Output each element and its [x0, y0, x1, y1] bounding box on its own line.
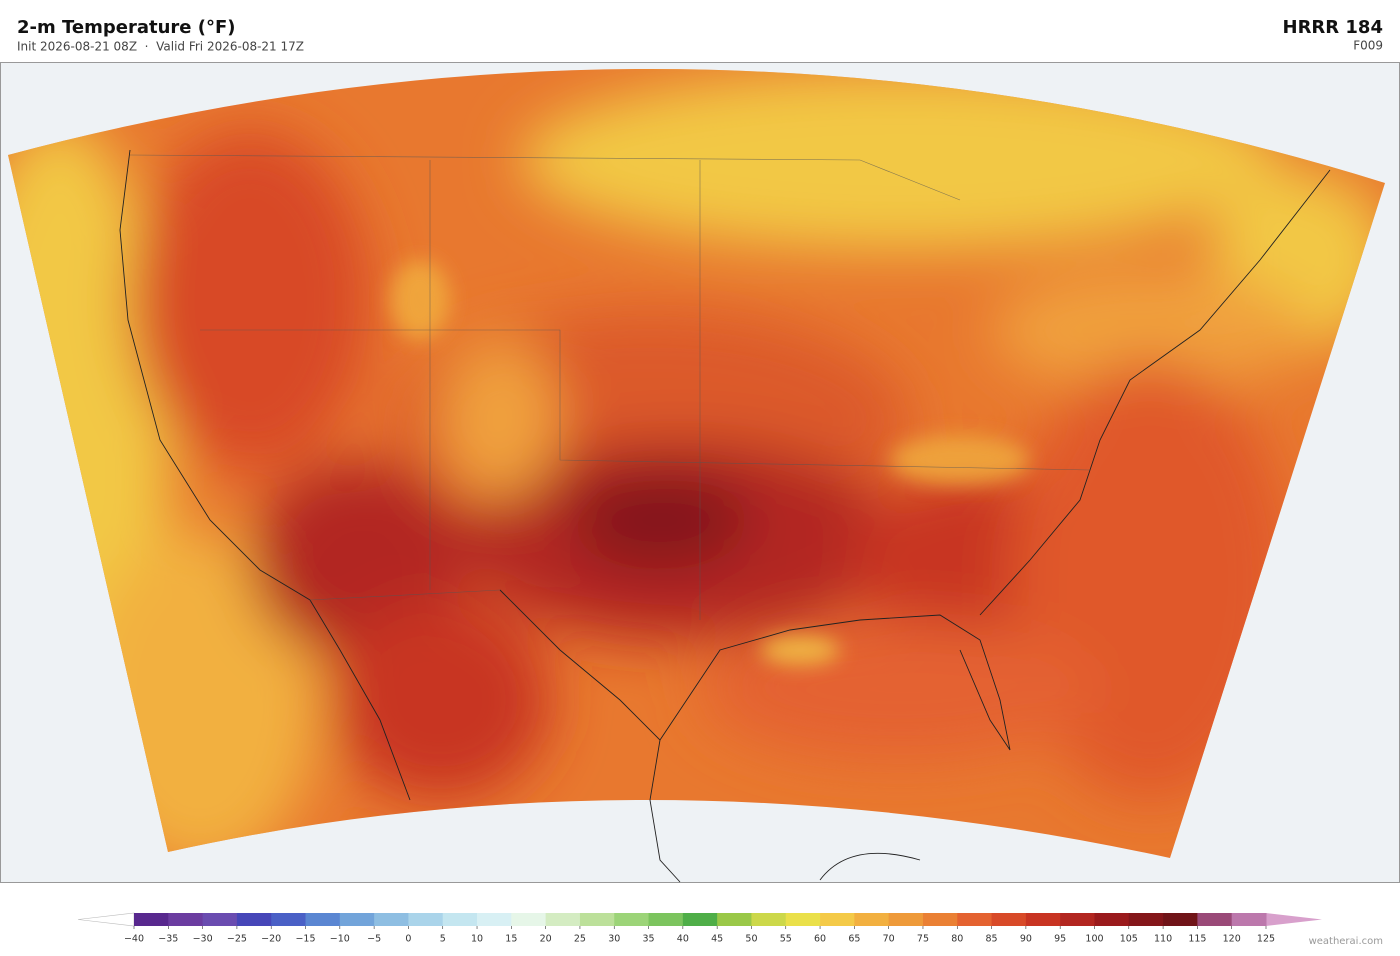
colorbar-segment [1025, 913, 1061, 926]
map [0, 62, 1400, 883]
colorbar-segment [305, 913, 341, 926]
coastlines [119, 149, 1331, 883]
colorbar-segment [374, 913, 409, 926]
colorbar-segment [957, 913, 993, 926]
colorbar-tick-label: 35 [642, 934, 654, 945]
model-label: HRRR 184 [1283, 17, 1384, 38]
forecast-hour: F009 [1353, 39, 1383, 53]
colorbar-tick-label: 55 [780, 934, 792, 945]
colorbar-tick-label: 25 [574, 934, 586, 945]
colorbar-segment [202, 913, 238, 926]
colorbar-segment [1163, 913, 1198, 926]
colorbar-tick-label: 95 [1054, 934, 1066, 945]
colorbar-segment [168, 913, 204, 926]
colorbar-segment [408, 913, 444, 926]
colorbar-tick-label: 30 [608, 934, 620, 945]
colorbar-segment [1231, 913, 1267, 926]
colorbar-segment [854, 913, 890, 926]
subtitle: Init 2026-08-21 08Z · Valid Fri 2026-08-… [17, 40, 304, 54]
colorbar-segment [477, 913, 512, 926]
colorbar: −40 −35 −30 −25 −20 −15 −10 −5 0 5 10 15 20 25 30 35 40 4… [77, 912, 1322, 945]
colorbar-segment [751, 913, 787, 926]
colorbar-tick-label: −10 [330, 934, 350, 945]
colorbar-segment [511, 913, 547, 926]
colorbar-segment [682, 913, 718, 926]
colorbar-tick-label: 20 [540, 934, 552, 945]
colorbar-segment [785, 913, 821, 926]
colorbar-under [77, 912, 135, 927]
colorbar-tick-label: 75 [917, 934, 929, 945]
colorbar-tick-label: 15 [505, 934, 517, 945]
colorbar-tick-label: −35 [158, 934, 178, 945]
colorbar-tick-label: 105 [1120, 934, 1138, 945]
colorbar-tick-label: 80 [951, 934, 963, 945]
colorbar-tick-label: 100 [1085, 934, 1103, 945]
colorbar-tick-label: 45 [711, 934, 723, 945]
colorbar-segment [717, 913, 752, 926]
colorbar-tick-label: 50 [745, 934, 757, 945]
credit: weatherai.com [1309, 936, 1383, 947]
colorbar-tick-label: 10 [471, 934, 483, 945]
temperature-field [8, 69, 1385, 858]
colorbar-segment [339, 913, 375, 926]
colorbar-segment [888, 913, 924, 926]
colorbar-tick-label: 70 [883, 934, 895, 945]
borders [129, 154, 1091, 620]
colorbar-tick-label: −30 [193, 934, 213, 945]
colorbar-segment [1128, 913, 1164, 926]
colorbar-tick-label: −25 [227, 934, 247, 945]
colorbar-segment [614, 913, 650, 926]
colorbar-segment [648, 913, 684, 926]
colorbar-segment [134, 913, 169, 926]
colorbar-tick-label: 90 [1020, 934, 1032, 945]
colorbar-tick-label: −40 [124, 934, 144, 945]
colorbar-tick-label: 125 [1257, 934, 1275, 945]
colorbar-tick-label: −15 [295, 934, 315, 945]
title: 2-m Temperature (°F) [17, 17, 236, 38]
colorbar-segment [545, 913, 581, 926]
colorbar-tick-label: 115 [1188, 934, 1206, 945]
colorbar-tick-label: 110 [1154, 934, 1172, 945]
colorbar-tick-label: 85 [986, 934, 998, 945]
colorbar-segment [579, 913, 615, 926]
colorbar-segment [1060, 913, 1095, 926]
colorbar-segment [1094, 913, 1130, 926]
colorbar-over [1266, 913, 1322, 926]
colorbar-tick-label: 5 [440, 934, 446, 945]
colorbar-segment [236, 913, 272, 926]
colorbar-tick-label: 65 [848, 934, 860, 945]
colorbar-tick-label: −20 [261, 934, 281, 945]
colorbar-segment [1197, 913, 1233, 926]
colorbar-segment [442, 913, 478, 926]
colorbar-tick-label: 0 [405, 934, 411, 945]
colorbar-segment [922, 913, 958, 926]
colorbar-tick-label: −5 [367, 934, 381, 945]
colorbar-tick-label: 40 [677, 934, 689, 945]
colorbar-segment [991, 913, 1027, 926]
colorbar-segment [271, 913, 307, 926]
colorbar-tick-label: 120 [1223, 934, 1241, 945]
colorbar-segment [820, 913, 855, 926]
colorbar-tick-label: 60 [814, 934, 826, 945]
